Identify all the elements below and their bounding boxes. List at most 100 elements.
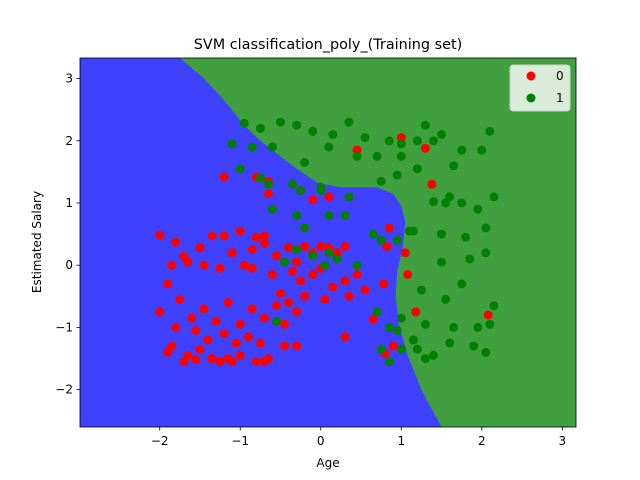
data-point-class-1 xyxy=(235,164,245,174)
data-point-class-0 xyxy=(163,279,173,289)
data-point-class-1 xyxy=(292,120,302,130)
data-point-class-1 xyxy=(308,251,318,261)
data-point-class-0 xyxy=(403,270,413,279)
y-tick-label: −1 xyxy=(55,320,73,334)
data-point-class-1 xyxy=(437,257,446,267)
data-point-class-1 xyxy=(376,176,386,186)
data-point-class-0 xyxy=(243,332,253,342)
data-point-class-0 xyxy=(247,263,257,273)
data-point-class-0 xyxy=(292,341,302,351)
data-point-class-0 xyxy=(227,357,237,367)
data-point-class-0 xyxy=(195,344,205,354)
data-point-class-0 xyxy=(215,263,225,273)
x-tick-label: −2 xyxy=(151,434,169,448)
y-tick-label: 3 xyxy=(65,72,73,86)
y-tick-label: −2 xyxy=(55,383,73,397)
data-point-class-0 xyxy=(219,172,229,182)
scatter-points xyxy=(155,117,499,367)
data-point-class-0 xyxy=(219,231,229,241)
data-point-class-1 xyxy=(227,139,237,149)
data-point-class-1 xyxy=(316,186,326,195)
y-axis: −2 −1 0 1 2 3 xyxy=(55,72,80,397)
data-point-class-0 xyxy=(235,226,245,236)
data-point-class-1 xyxy=(445,192,455,202)
data-point-class-0 xyxy=(227,248,237,258)
data-point-class-1 xyxy=(372,151,382,161)
data-point-class-0 xyxy=(379,279,389,289)
data-point-class-0 xyxy=(263,189,273,199)
data-point-class-1 xyxy=(392,235,402,245)
x-axis: −2 −1 0 1 2 3 xyxy=(151,427,566,448)
data-point-class-0 xyxy=(231,338,241,348)
data-point-class-0 xyxy=(352,145,362,155)
data-point-class-0 xyxy=(292,257,302,267)
data-point-class-1 xyxy=(412,164,422,174)
data-point-class-0 xyxy=(215,357,225,367)
y-tick-label: 2 xyxy=(65,134,73,148)
data-point-class-0 xyxy=(259,357,269,367)
data-point-class-0 xyxy=(259,313,269,323)
data-point-class-0 xyxy=(155,307,165,317)
data-point-class-0 xyxy=(300,242,310,251)
data-point-class-0 xyxy=(175,294,185,304)
x-tick-label: 1 xyxy=(397,434,405,448)
data-point-class-0 xyxy=(167,260,177,270)
data-point-class-0 xyxy=(179,357,189,367)
data-point-class-1 xyxy=(292,245,302,255)
data-point-class-0 xyxy=(191,326,201,335)
y-axis-label: Estimated Salary xyxy=(30,191,44,293)
data-point-class-0 xyxy=(255,338,265,348)
legend-box xyxy=(509,64,571,112)
data-point-class-1 xyxy=(324,210,334,220)
data-point-class-1 xyxy=(396,344,406,354)
data-point-class-0 xyxy=(316,242,326,251)
data-point-class-0 xyxy=(382,242,392,251)
data-point-class-1 xyxy=(469,341,479,351)
data-point-class-0 xyxy=(267,270,277,279)
data-point-class-1 xyxy=(392,170,402,180)
data-point-class-1 xyxy=(267,204,277,214)
data-point-class-0 xyxy=(340,276,350,286)
data-point-class-0 xyxy=(247,304,257,314)
data-point-class-1 xyxy=(263,179,273,189)
data-point-class-0 xyxy=(411,307,421,317)
data-point-class-0 xyxy=(272,251,281,261)
data-point-class-1 xyxy=(360,133,370,143)
chart-title: SVM classification_poly_(Training set) xyxy=(194,37,462,53)
data-point-class-0 xyxy=(340,242,350,251)
legend-label-class-1: 1 xyxy=(556,91,564,105)
data-point-class-0 xyxy=(272,301,281,311)
data-point-class-1 xyxy=(457,279,467,289)
data-point-class-1 xyxy=(276,117,285,127)
data-point-class-0 xyxy=(288,266,298,276)
data-point-class-1 xyxy=(481,248,491,258)
data-point-class-1 xyxy=(384,136,394,146)
data-point-class-0 xyxy=(332,248,342,258)
data-point-class-1 xyxy=(477,145,487,155)
data-point-class-0 xyxy=(171,237,181,247)
data-point-class-1 xyxy=(420,354,430,364)
data-point-class-1 xyxy=(332,254,342,264)
y-tick-label: 0 xyxy=(65,258,73,272)
data-point-class-0 xyxy=(259,231,269,241)
data-point-class-1 xyxy=(376,344,386,354)
data-point-class-0 xyxy=(344,291,354,301)
data-point-class-0 xyxy=(308,195,318,205)
data-point-class-1 xyxy=(267,142,277,152)
data-point-class-0 xyxy=(384,223,394,233)
data-point-class-1 xyxy=(300,158,310,167)
data-point-class-1 xyxy=(485,319,495,329)
data-point-class-0 xyxy=(280,319,289,329)
data-point-class-1 xyxy=(396,313,406,323)
data-point-class-0 xyxy=(396,133,406,143)
data-point-class-1 xyxy=(372,307,382,317)
data-point-class-0 xyxy=(352,270,362,279)
data-point-class-1 xyxy=(408,335,418,345)
data-point-class-1 xyxy=(457,198,467,208)
data-point-class-1 xyxy=(280,257,289,267)
data-point-class-0 xyxy=(320,294,330,304)
data-point-class-0 xyxy=(251,232,261,242)
data-point-class-1 xyxy=(485,126,495,136)
